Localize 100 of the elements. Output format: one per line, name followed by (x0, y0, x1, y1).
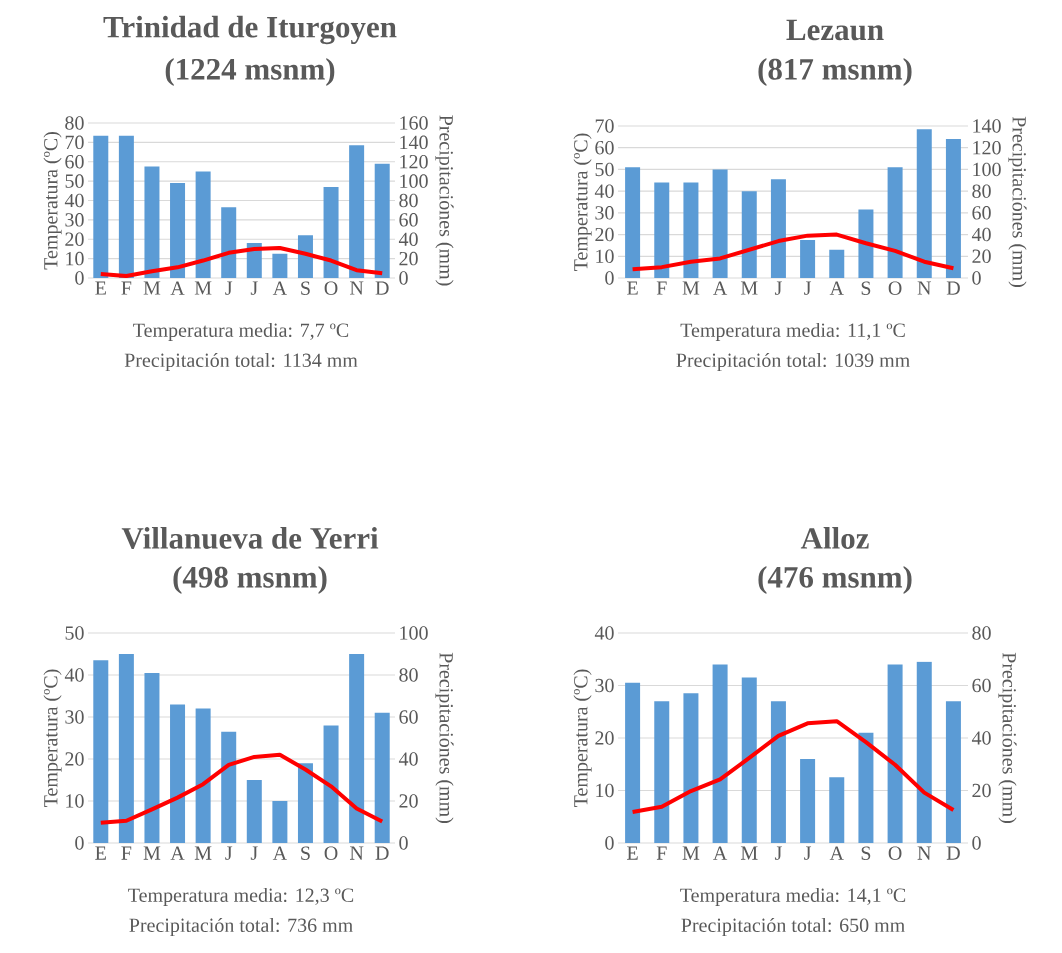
y2-tick-label: 0 (399, 836, 408, 850)
bar (323, 186, 339, 278)
x-tick-label: A (170, 846, 185, 860)
x-tick-label: A (713, 281, 728, 295)
x-tick-label: S (301, 846, 310, 860)
y-axis-title: Temperatura (ºC) (43, 132, 62, 270)
y2-axis-title: Precipitaciónes (mm) (1008, 116, 1027, 287)
bar (297, 235, 313, 278)
x-tick-label: A (713, 846, 728, 860)
y2-axis-title: Precipitaciónes (mm) (998, 652, 1017, 823)
y2-tick-label: 40 (398, 232, 418, 246)
y-axis-title: Temperatura (ºC) (573, 133, 592, 271)
y2-tick-label: 140 (400, 135, 428, 150)
y2-tick-label: 160 (400, 116, 428, 130)
text: Temperatura media: 12,3 ºC (128, 887, 354, 907)
y-axis-title: Temperatura (ºC) (43, 669, 62, 807)
x-tick-label: O (324, 846, 338, 860)
x-tick-label: N (349, 281, 364, 295)
chart-subtitle: (476 msnm) (758, 565, 912, 595)
bar (683, 182, 699, 278)
x-tick-label: N (917, 846, 932, 860)
y-tick-label: 0 (605, 836, 614, 850)
x-tick-label: O (888, 281, 902, 295)
x-tick-label: D (946, 846, 960, 860)
bar (144, 166, 160, 278)
x-tick-label: D (946, 281, 960, 295)
y-tick-label: 30 (65, 213, 84, 227)
bar (246, 780, 262, 843)
y-tick-label: 80 (65, 116, 84, 130)
y-tick-label: 50 (65, 174, 84, 188)
y-tick-label: 0 (75, 836, 84, 850)
text: Precipitación total: 1134 mm (124, 352, 358, 372)
bar (272, 253, 288, 278)
y2-tick-label: 20 (972, 249, 991, 264)
y2-tick-label: 20 (399, 251, 418, 266)
chart-subtitle: (498 msnm) (173, 565, 327, 595)
x-tick-label: M (682, 846, 700, 860)
y-tick-label: 70 (595, 119, 614, 133)
x-tick-label: O (888, 846, 902, 860)
y2-tick-label: 80 (399, 668, 418, 682)
text: Precipitación total: 1039 mm (676, 352, 910, 372)
y-tick-label: 70 (65, 135, 84, 150)
bar (625, 167, 641, 278)
y2-tick-label: 120 (400, 154, 428, 169)
y-tick-label: 20 (65, 752, 84, 766)
y2-tick-label: 120 (973, 140, 1001, 155)
line-series (98, 752, 385, 825)
x-tick-label: M (194, 281, 212, 295)
y-tick-label: 0 (75, 271, 84, 285)
x-tick-label: D (375, 281, 389, 295)
text: Temperatura media: 7,7 ºC (133, 322, 349, 342)
y2-tick-label: 100 (973, 162, 1001, 177)
y2-tick-label: 20 (972, 783, 991, 798)
bar (93, 660, 109, 843)
bar (800, 759, 816, 843)
x-tick-label: J (774, 846, 782, 860)
y2-tick-label: 20 (399, 794, 418, 808)
bar (654, 701, 670, 843)
y-tick-label: 20 (595, 227, 614, 242)
bar (170, 704, 186, 843)
x-tick-label: E (95, 846, 106, 860)
bar (741, 191, 757, 278)
text: Precipitación total: 736 mm (129, 917, 353, 937)
y-tick-label: 60 (65, 155, 84, 169)
bar (858, 732, 874, 843)
x-tick-label: J (250, 281, 258, 295)
y-tick-label: 10 (66, 794, 84, 808)
bar (829, 777, 845, 843)
bar (654, 182, 670, 278)
bar (297, 763, 313, 843)
x-tick-label: N (349, 846, 364, 860)
x-tick-label: E (95, 281, 106, 295)
bar (770, 179, 786, 278)
bar (170, 183, 186, 278)
y-axis-title: Temperatura (ºC) (573, 669, 592, 807)
x-tick-label: J (225, 846, 233, 860)
y-tick-label: 20 (595, 731, 614, 745)
bar (829, 249, 845, 278)
x-tick-label: J (774, 281, 782, 295)
bar (800, 239, 816, 278)
bar (195, 171, 211, 278)
x-tick-label: F (121, 281, 132, 295)
x-tick-label: A (170, 281, 185, 295)
y2-tick-label: 40 (398, 752, 418, 766)
y-tick-label: 0 (605, 271, 614, 285)
bar (625, 682, 641, 843)
bar (374, 712, 390, 843)
y2-tick-label: 80 (972, 626, 991, 640)
chart-title: Villanueva de Yerri (121, 527, 379, 549)
y2-tick-label: 0 (399, 271, 408, 285)
bar (858, 209, 874, 278)
x-tick-label: F (121, 846, 132, 860)
bar (683, 693, 699, 843)
x-tick-label: J (225, 281, 233, 295)
chart-subtitle: (1224 msnm) (165, 57, 335, 87)
x-tick-label: S (861, 281, 871, 295)
y-tick-label: 40 (64, 668, 84, 682)
y-tick-label: 40 (594, 184, 614, 198)
bar (770, 701, 786, 843)
x-tick-label: M (143, 846, 161, 860)
